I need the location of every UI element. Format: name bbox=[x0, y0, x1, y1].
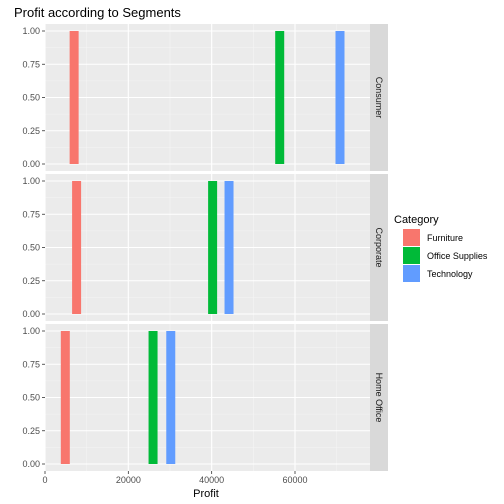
y-tick-label: 1.00 bbox=[22, 326, 40, 336]
y-tick-label: 0.75 bbox=[22, 359, 40, 369]
y-tick-label: 0.75 bbox=[22, 59, 40, 69]
legend-label: Furniture bbox=[427, 233, 463, 243]
y-tick-label: 0.50 bbox=[22, 93, 40, 103]
x-tick-label: 60000 bbox=[282, 475, 307, 485]
bar bbox=[148, 331, 158, 464]
y-tick-label: 0.25 bbox=[22, 276, 40, 286]
bar bbox=[335, 31, 345, 164]
bar bbox=[72, 181, 82, 314]
facet-strip bbox=[370, 24, 388, 171]
facet-strip-label: Consumer bbox=[374, 77, 384, 119]
bar bbox=[166, 331, 176, 464]
facet-strip-label: Home Office bbox=[374, 373, 384, 423]
bar bbox=[208, 181, 218, 314]
y-tick-label: 1.00 bbox=[22, 176, 40, 186]
x-tick-label: 0 bbox=[42, 475, 47, 485]
facet-strip bbox=[370, 174, 388, 321]
facet-panels: 0.00 0.25 0.50 0.75 1.00 Consumer 0.00 0.25 0.50… bbox=[22, 24, 388, 485]
bar bbox=[60, 331, 70, 464]
y-tick-label: 1.00 bbox=[22, 26, 40, 36]
x-axis-title: Profit bbox=[193, 488, 219, 500]
y-tick-label: 0.50 bbox=[22, 243, 40, 253]
y-tick-label: 0.00 bbox=[22, 309, 40, 319]
bar bbox=[275, 31, 285, 164]
facet-panel: 0.00 0.25 0.50 0.75 1.00 Corporate bbox=[22, 174, 388, 321]
facet-panel: 0.00 0.25 0.50 0.75 1.00 Home Office bbox=[22, 324, 388, 471]
legend: Category Furniture Office Supplies Technol… bbox=[394, 214, 488, 282]
legend-key bbox=[403, 247, 420, 264]
facet-strip bbox=[370, 324, 388, 471]
y-tick-label: 0.25 bbox=[22, 126, 40, 136]
bar bbox=[69, 31, 79, 164]
y-tick-label: 0.00 bbox=[22, 159, 40, 169]
legend-key bbox=[403, 265, 420, 282]
x-tick-label: 20000 bbox=[116, 475, 141, 485]
legend-label: Office Supplies bbox=[427, 251, 488, 261]
chart-title: Profit according to Segments bbox=[14, 5, 181, 20]
y-tick-label: 0.25 bbox=[22, 426, 40, 436]
facet-panel: 0.00 0.25 0.50 0.75 1.00 Consumer bbox=[22, 24, 388, 171]
bar bbox=[224, 181, 234, 314]
legend-title: Category bbox=[394, 214, 439, 226]
y-tick-label: 0.50 bbox=[22, 393, 40, 403]
y-tick-label: 0.00 bbox=[22, 459, 40, 469]
legend-label: Technology bbox=[427, 269, 473, 279]
facet-strip-label: Corporate bbox=[374, 227, 384, 267]
x-tick-label: 40000 bbox=[199, 475, 224, 485]
legend-key bbox=[403, 229, 420, 246]
y-tick-label: 0.75 bbox=[22, 209, 40, 219]
